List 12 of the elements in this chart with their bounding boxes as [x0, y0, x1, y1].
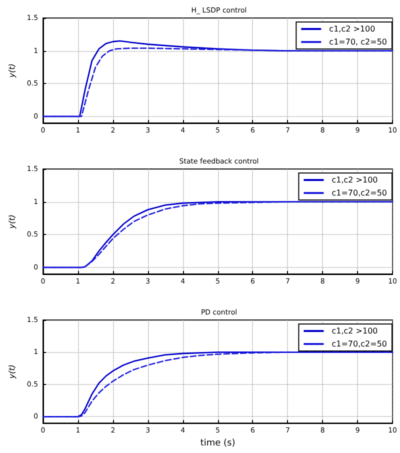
line-series: [42, 352, 394, 418]
line-series: [42, 201, 394, 268]
legend-label: c1,c2 >100: [332, 176, 378, 184]
legend-label: c1,c2 >100: [329, 24, 376, 34]
legend-label: c1=70, c2=50: [329, 38, 387, 46]
y-axis-title: y(t): [8, 63, 16, 79]
x-axis-title: time (s): [200, 438, 236, 448]
legend-label: c1,c2 >100: [332, 326, 378, 336]
legend-label: c1=70,c2=50: [332, 188, 388, 198]
y-axis-title: y(t): [8, 214, 16, 230]
legend-label: c1=70,c2=50: [332, 340, 388, 348]
y-axis-title: y(t): [8, 364, 16, 380]
